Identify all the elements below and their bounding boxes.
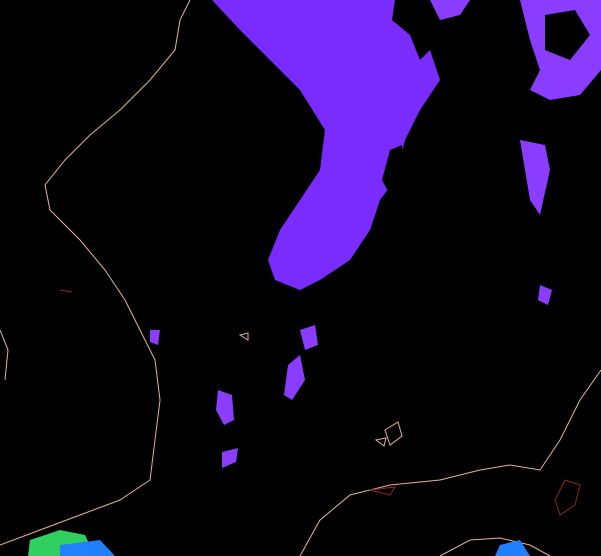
cloud-fragment — [300, 325, 318, 350]
cloud-fragment — [222, 448, 238, 468]
main-cloud-band — [212, 0, 440, 290]
cloud-fragment — [284, 355, 305, 400]
cloud-fragment — [520, 140, 550, 215]
cloud-fragment — [150, 330, 160, 345]
borders — [59, 289, 581, 516]
cloud-fragment — [430, 0, 470, 20]
surface-color-patch — [28, 530, 530, 556]
cloud-fragment — [538, 285, 552, 305]
cloud-fragment — [216, 390, 234, 425]
cloud-holes — [382, 0, 590, 195]
